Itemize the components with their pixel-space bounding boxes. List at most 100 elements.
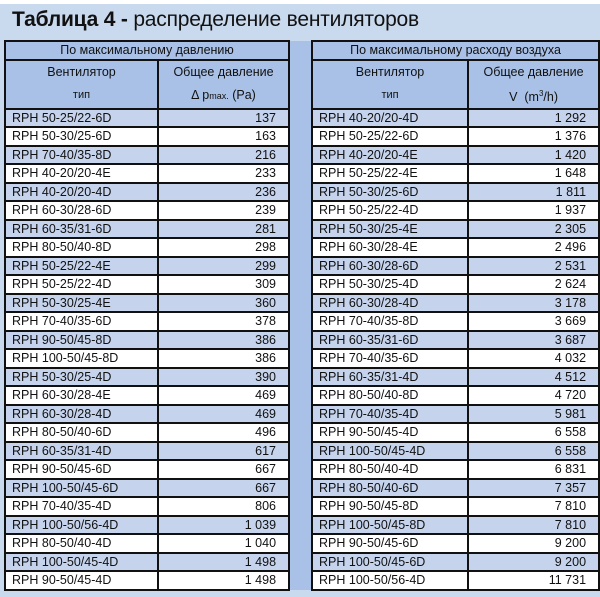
right-fan-type: RPH 100-50/45-8D [311,514,470,536]
title-text: распределение вентиляторов [133,8,419,31]
right-fan-type: RPH 50-30/25-4E [311,218,470,240]
right-fan-type: RPH 80-50/40-8D [311,385,470,406]
left-pressure-value: 1 498 [156,570,291,591]
table-row: RPH 50-25/22-4E 299 RPH 60-30/28-6D 2 531 [4,255,600,277]
left-pressure-value: 163 [156,126,291,147]
left-fan-type: RPH 70-40/35-4D [4,496,159,517]
left-pressure-header: Общее давление [156,58,291,83]
right-fan-type: RPH 90-50/45-4D [311,422,470,443]
left-fan-type: RPH 80-50/40-8D [4,237,159,258]
table-row: RPH 60-30/28-4E 469 RPH 80-50/40-8D 4 720 [4,385,600,406]
left-fan-type: RPH 90-50/45-4D [4,570,159,591]
left-pressure-value: 496 [156,422,291,443]
right-flow-value: 9 200 [467,551,600,573]
group-header-row: По максимальному давлению По максимально… [3,40,600,590]
right-flow-value: 1 648 [467,163,600,184]
right-flow-value: 3 669 [467,311,600,332]
left-pressure-value: 1 498 [156,551,291,573]
right-fan-type: RPH 50-25/22-6D [311,126,470,147]
column-subheader-row: тип Δ pmax. (Pa) тип V (m3/h) [4,82,600,110]
left-pressure-unit: Δ pmax. (Pa) [156,82,291,110]
left-pressure-value: 378 [156,311,291,332]
v-symbol: V [509,89,518,104]
table-row: RPH 50-25/22-6D 137 RPH 40-20/20-4D 1 292 [4,107,600,129]
right-fan-type: RPH 80-50/40-4D [311,459,470,480]
left-fan-type: RPH 100-50/45-4D [4,551,159,573]
left-pressure-value: 309 [156,274,291,295]
left-fan-type: RPH 50-25/22-4D [4,274,159,295]
table-row: RPH 90-50/45-4D 1 498 RPH 100-50/56-4D 11 7… [4,570,600,591]
table-row: RPH 50-25/22-4D 309 RPH 50-30/25-4D 2 624 [4,274,600,295]
right-flow-value: 6 558 [467,422,600,443]
left-fan-type: RPH 50-30/25-4D [4,366,159,388]
right-flow-value: 2 305 [467,218,600,240]
right-fan-type: RPH 70-40/35-4D [311,403,470,425]
left-pressure-value: 137 [156,107,291,129]
right-fan-type: RPH 70-40/35-8D [311,311,470,332]
left-fan-type: RPH 100-50/56-4D [4,514,159,536]
delta-p-symbol: Δ p [191,87,210,102]
right-fan-type: RPH 40-20/20-4D [311,107,470,129]
right-fan-type: RPH 50-30/25-6D [311,181,470,203]
left-fan-type: RPH 60-30/28-4E [4,385,159,406]
right-flow-value: 7 810 [467,496,600,517]
right-flow-value: 7 357 [467,477,600,499]
left-pressure-value: 239 [156,200,291,221]
table-row: RPH 90-50/45-6D 667 RPH 80-50/40-4D 6 831 [4,459,600,480]
left-fan-type: RPH 100-50/45-6D [4,477,159,499]
left-fan-type: RPH 60-30/28-4D [4,403,159,425]
right-flow-value: 4 512 [467,366,600,388]
right-fan-type: RPH 60-35/31-4D [311,366,470,388]
left-fan-type: RPH 40-20/20-4E [4,163,159,184]
right-flow-value: 6 558 [467,440,600,462]
left-fan-type: RPH 50-25/22-6D [4,107,159,129]
left-pressure-value: 667 [156,459,291,480]
right-fan-type: RPH 50-30/25-4D [311,274,470,295]
left-pressure-value: 617 [156,440,291,462]
left-pressure-value: 360 [156,292,291,314]
left-pressure-value: 216 [156,144,291,166]
left-fan-type: RPH 80-50/40-4D [4,533,159,554]
left-pressure-value: 806 [156,496,291,517]
left-pressure-value: 390 [156,366,291,388]
left-pressure-value: 386 [156,348,291,369]
table-row: RPH 50-30/25-6D 163 RPH 50-25/22-6D 1 376 [4,126,600,147]
right-fan-type: RPH 60-30/28-4D [311,292,470,314]
left-pressure-value: 281 [156,218,291,240]
left-fan-type: RPH 90-50/45-6D [4,459,159,480]
fan-distribution-table: По максимальному давлению По максимально… [3,40,600,591]
right-flow-value: 9 200 [467,533,600,554]
left-fan-type: RPH 90-50/45-8D [4,329,159,351]
right-fan-type: RPH 90-50/45-8D [311,496,470,517]
table-row: RPH 60-30/28-4D 469 RPH 70-40/35-4D 5 981 [4,403,600,425]
right-flow-unit: V (m3/h) [467,82,600,110]
table-row: RPH 80-50/40-6D 496 RPH 90-50/45-4D 6 558 [4,422,600,443]
right-fan-type: RPH 60-30/28-4E [311,237,470,258]
left-pressure-value: 236 [156,181,291,203]
left-pressure-value: 469 [156,403,291,425]
left-fan-type-label: тип [4,82,159,110]
right-flow-value: 1 937 [467,200,600,221]
table-row: RPH 50-30/25-4E 360 RPH 60-30/28-4D 3 178 [4,292,600,314]
left-pressure-value: 1 039 [156,514,291,536]
right-flow-value: 2 531 [467,255,600,277]
left-fan-type: RPH 70-40/35-6D [4,311,159,332]
table-row: RPH 100-50/45-6D 667 RPH 80-50/40-6D 7 357 [4,477,600,499]
left-fan-type: RPH 80-50/40-6D [4,422,159,443]
right-flow-value: 3 687 [467,329,600,351]
per-hour-unit: /h) [543,89,558,104]
left-fan-header: Вентилятор [4,58,159,83]
table-row: RPH 40-20/20-4E 233 RPH 50-25/22-4E 1 648 [4,163,600,184]
left-pressure-value: 233 [156,163,291,184]
right-flow-header: Общее давление [467,58,600,83]
right-fan-type: RPH 70-40/35-6D [311,348,470,369]
right-flow-value: 7 810 [467,514,600,536]
right-fan-type: RPH 60-35/31-6D [311,329,470,351]
table-row: RPH 40-20/20-4D 236 RPH 50-30/25-6D 1 811 [4,181,600,203]
right-fan-type: RPH 40-20/20-4E [311,144,470,166]
right-flow-value: 11 731 [467,570,600,591]
right-flow-value: 1 292 [467,107,600,129]
left-pressure-value: 667 [156,477,291,499]
left-pressure-value: 1 040 [156,533,291,554]
left-fan-type: RPH 60-35/31-6D [4,218,159,240]
